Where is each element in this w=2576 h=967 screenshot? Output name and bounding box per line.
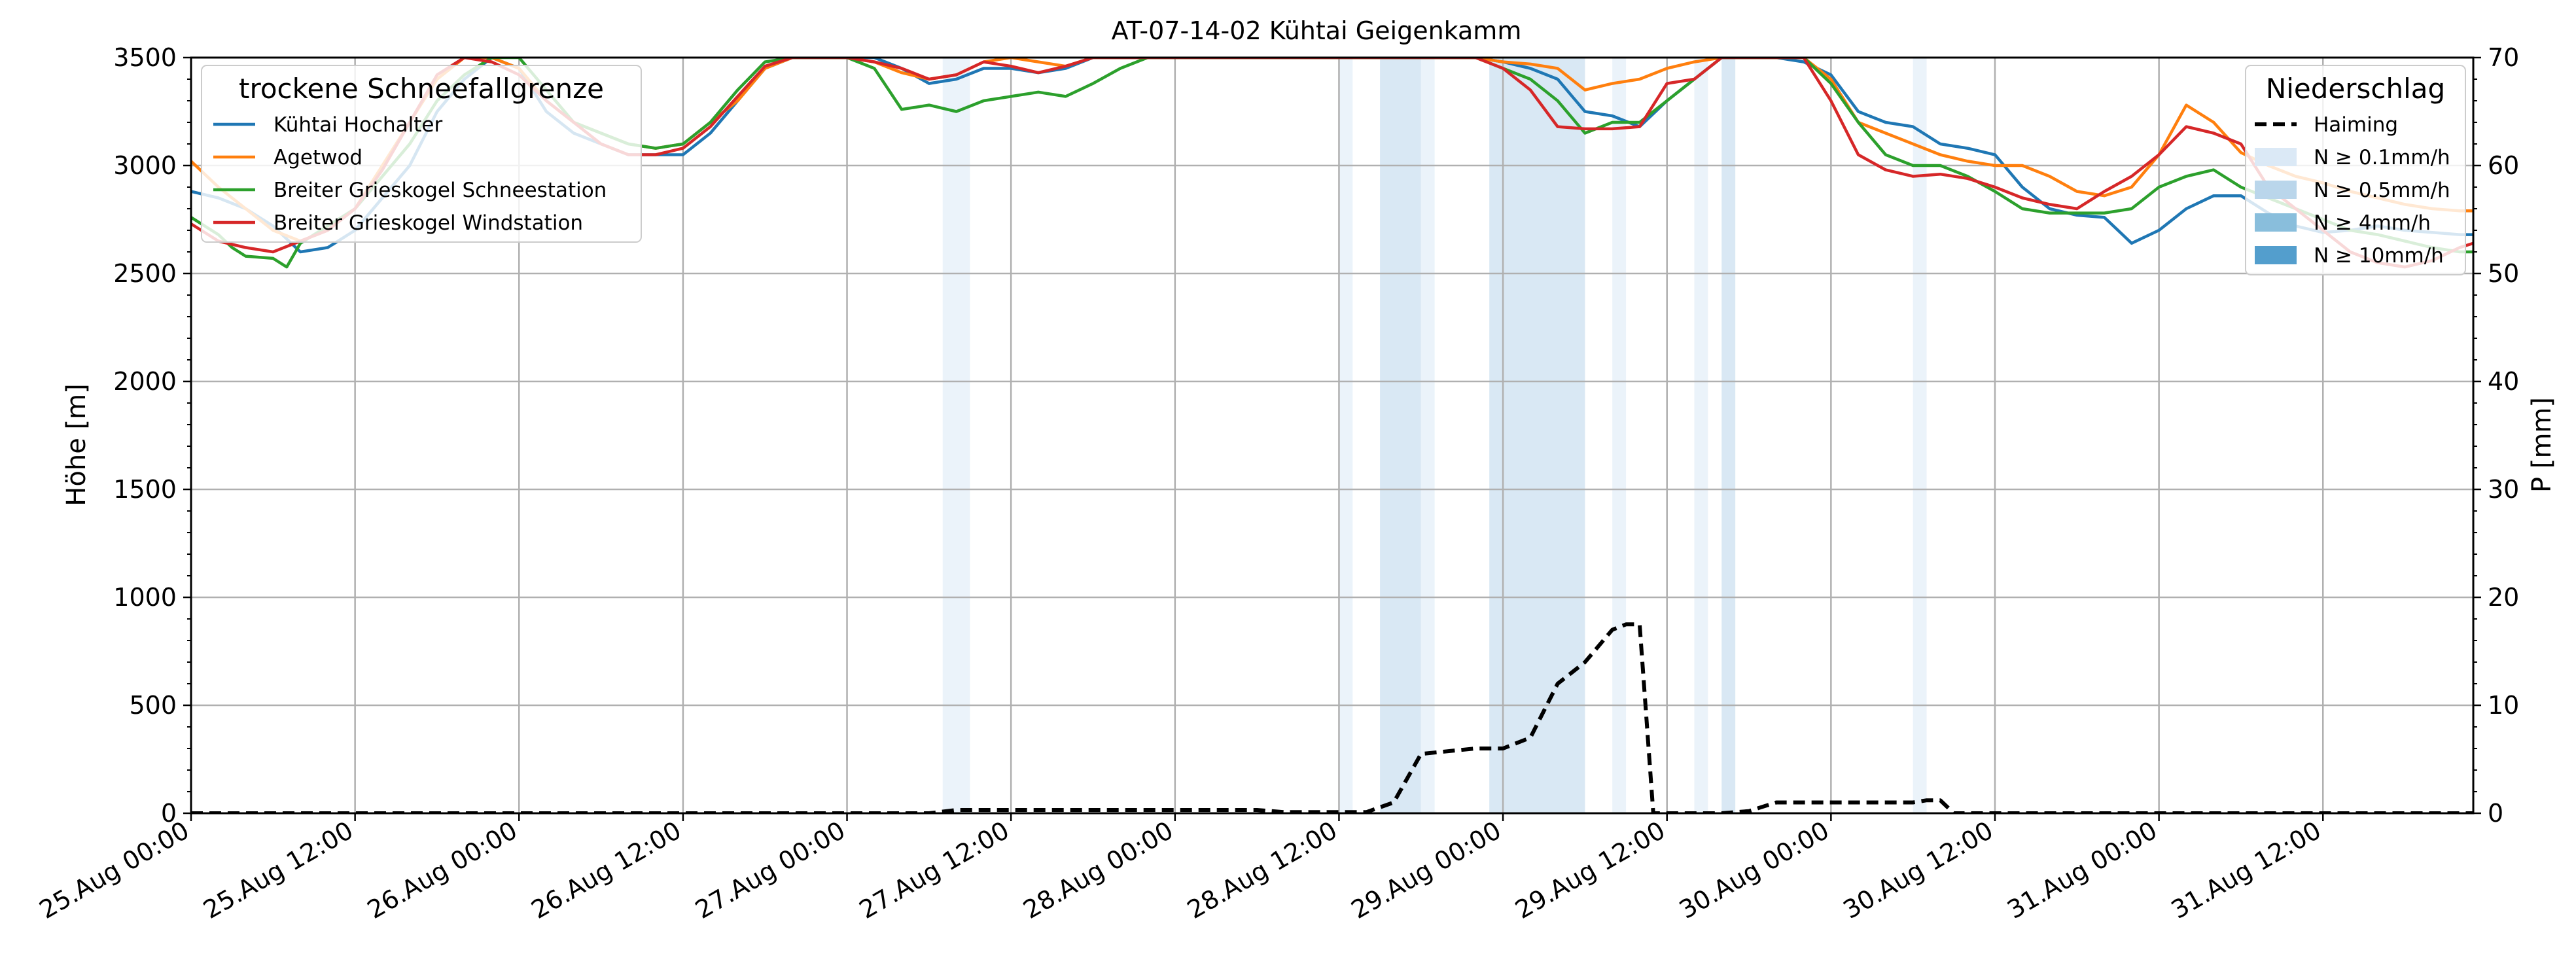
legend-right-swatch-3 <box>2255 213 2297 232</box>
legend-left-label-0: Kühtai Hochalter <box>273 113 443 137</box>
x-tick-label-2: 26.Aug 00:00 <box>362 816 522 924</box>
precip-bands <box>942 58 1927 813</box>
legend-right-label-4: N ≥ 10mm/h <box>2314 244 2444 268</box>
precip-band-5 <box>1612 58 1627 813</box>
chart-title: AT-07-14-02 Kühtai Geigenkamm <box>1112 16 1522 45</box>
legend-right-title: Niederschlag <box>2266 73 2445 105</box>
y-right-tick-label-6: 60 <box>2488 151 2519 180</box>
precip-band-7 <box>1721 58 1736 813</box>
legend-right-swatch-1 <box>2255 148 2297 166</box>
legend-snowfall: trockene Schneefallgrenze Kühtai Hochalte… <box>201 65 642 243</box>
y-right-tick-label-2: 20 <box>2488 583 2519 612</box>
x-tick-label-0: 25.Aug 00:00 <box>35 816 194 924</box>
precip-band-0 <box>942 58 970 813</box>
y-left-tick-label-0: 0 <box>161 799 177 828</box>
x-tick-label-3: 26.Aug 12:00 <box>526 816 686 924</box>
y-right-tick-label-3: 30 <box>2488 475 2519 504</box>
x-tick-label-10: 30.Aug 00:00 <box>1674 816 1834 924</box>
y-left-tick-label-2: 1000 <box>113 583 177 612</box>
precip-band-1 <box>1339 58 1353 813</box>
x-tick-label-4: 27.Aug 00:00 <box>690 816 850 924</box>
legend-right-swatch-2 <box>2255 181 2297 199</box>
x-tick-label-6: 28.Aug 00:00 <box>1018 816 1178 924</box>
precip-band-6 <box>1694 58 1708 813</box>
legend-left-label-3: Breiter Grieskogel Windstation <box>273 211 583 235</box>
y-left-tick-label-3: 1500 <box>113 475 177 504</box>
x-tick-label-7: 28.Aug 12:00 <box>1182 816 1342 924</box>
y-right-tick-label-5: 50 <box>2488 259 2519 288</box>
legend-left-label-1: Agetwod <box>273 146 362 169</box>
y-right-tick-label-7: 70 <box>2488 43 2519 72</box>
legend-right-label-0: Haiming <box>2314 113 2398 137</box>
y-axis-label-left: Höhe [m] <box>62 383 92 506</box>
x-tick-label-5: 27.Aug 12:00 <box>855 816 1014 924</box>
legend-right-swatch-4 <box>2255 246 2297 264</box>
legend-right-box <box>2245 65 2466 275</box>
x-tick-label-1: 25.Aug 12:00 <box>198 816 358 924</box>
y-left-tick-label-5: 2500 <box>113 259 177 288</box>
legend-right-label-2: N ≥ 0.5mm/h <box>2314 179 2450 202</box>
legend-left-label-2: Breiter Grieskogel Schneestation <box>273 179 607 202</box>
series-line-4 <box>191 622 2473 813</box>
x-tick-label-9: 29.Aug 12:00 <box>1510 816 1670 924</box>
y-left-tick-label-6: 3000 <box>113 151 177 180</box>
legend-left-box <box>201 65 642 243</box>
precip-band-4 <box>1489 58 1585 813</box>
x-tick-label-12: 31.Aug 00:00 <box>2002 816 2162 924</box>
precip-band-8 <box>1913 58 1927 813</box>
plot-frame <box>190 56 2475 815</box>
x-tick-label-13: 31.Aug 12:00 <box>2166 816 2326 924</box>
legend-right-label-3: N ≥ 4mm/h <box>2314 211 2431 235</box>
y-left-tick-label-7: 3500 <box>113 43 177 72</box>
x-tick-label-8: 29.Aug 00:00 <box>1347 816 1506 924</box>
legend-right-label-1: N ≥ 0.1mm/h <box>2314 146 2450 169</box>
legend-precip: Niederschlag Haiming N ≥ 0.1mm/h N ≥ 0.5mm/… <box>2245 65 2466 275</box>
series-line-1 <box>191 58 2473 243</box>
y-axis-label-right: P [mm] <box>2527 397 2557 493</box>
y-right-tick-label-4: 40 <box>2488 367 2519 396</box>
precip-band-2 <box>1380 58 1421 813</box>
y-right-tick-label-0: 0 <box>2488 799 2503 828</box>
x-tick-label-11: 30.Aug 12:00 <box>1839 816 1998 924</box>
haiming-precip-layer <box>191 622 2473 813</box>
legend-left-title: trockene Schneefallgrenze <box>239 73 604 105</box>
y-left-tick-label-1: 500 <box>129 691 177 720</box>
y-left-tick-label-4: 2000 <box>113 367 177 396</box>
precip-band-3 <box>1420 58 1435 813</box>
y-right-tick-label-1: 10 <box>2488 691 2519 720</box>
